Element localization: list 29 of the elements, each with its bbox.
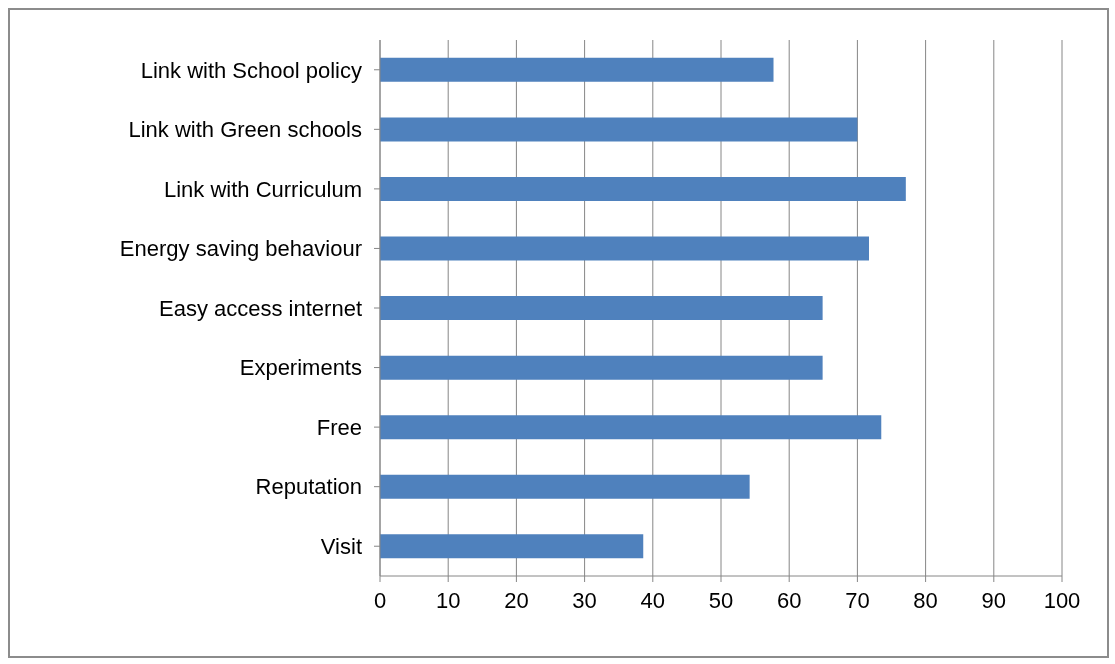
bar — [380, 534, 644, 559]
x-tick-label: 0 — [373, 587, 387, 613]
y-tick-label: Visit — [320, 534, 362, 560]
x-tick-label: 100 — [1043, 587, 1081, 613]
bar — [380, 355, 823, 380]
y-tick-label: Energy saving behaviour — [119, 236, 362, 262]
x-tick-label: 60 — [776, 587, 802, 613]
x-tick-label: 10 — [435, 587, 461, 613]
y-tick-label: Reputation — [255, 474, 362, 500]
y-tick-label: Link with Curriculum — [163, 176, 362, 202]
bar — [380, 296, 823, 321]
x-tick-label: 30 — [572, 587, 597, 613]
bar — [380, 236, 869, 261]
y-tick-label: Easy access internet — [159, 295, 362, 321]
x-tick-label: 90 — [981, 587, 1007, 613]
y-tick-label: Free — [316, 414, 362, 440]
x-tick-label: 40 — [640, 587, 666, 613]
bar — [380, 57, 774, 82]
x-tick-label: 80 — [913, 587, 938, 613]
bar — [380, 415, 882, 440]
x-tick-label: 70 — [845, 587, 870, 613]
bar — [380, 117, 858, 142]
y-tick-label: Link with Green schools — [128, 117, 362, 143]
y-tick-label: Link with School policy — [140, 57, 362, 83]
x-tick-label: 20 — [504, 587, 529, 613]
x-tick-label: 50 — [708, 587, 734, 613]
bar — [380, 474, 750, 499]
y-tick-label: Experiments — [239, 355, 362, 381]
bar — [380, 176, 906, 201]
